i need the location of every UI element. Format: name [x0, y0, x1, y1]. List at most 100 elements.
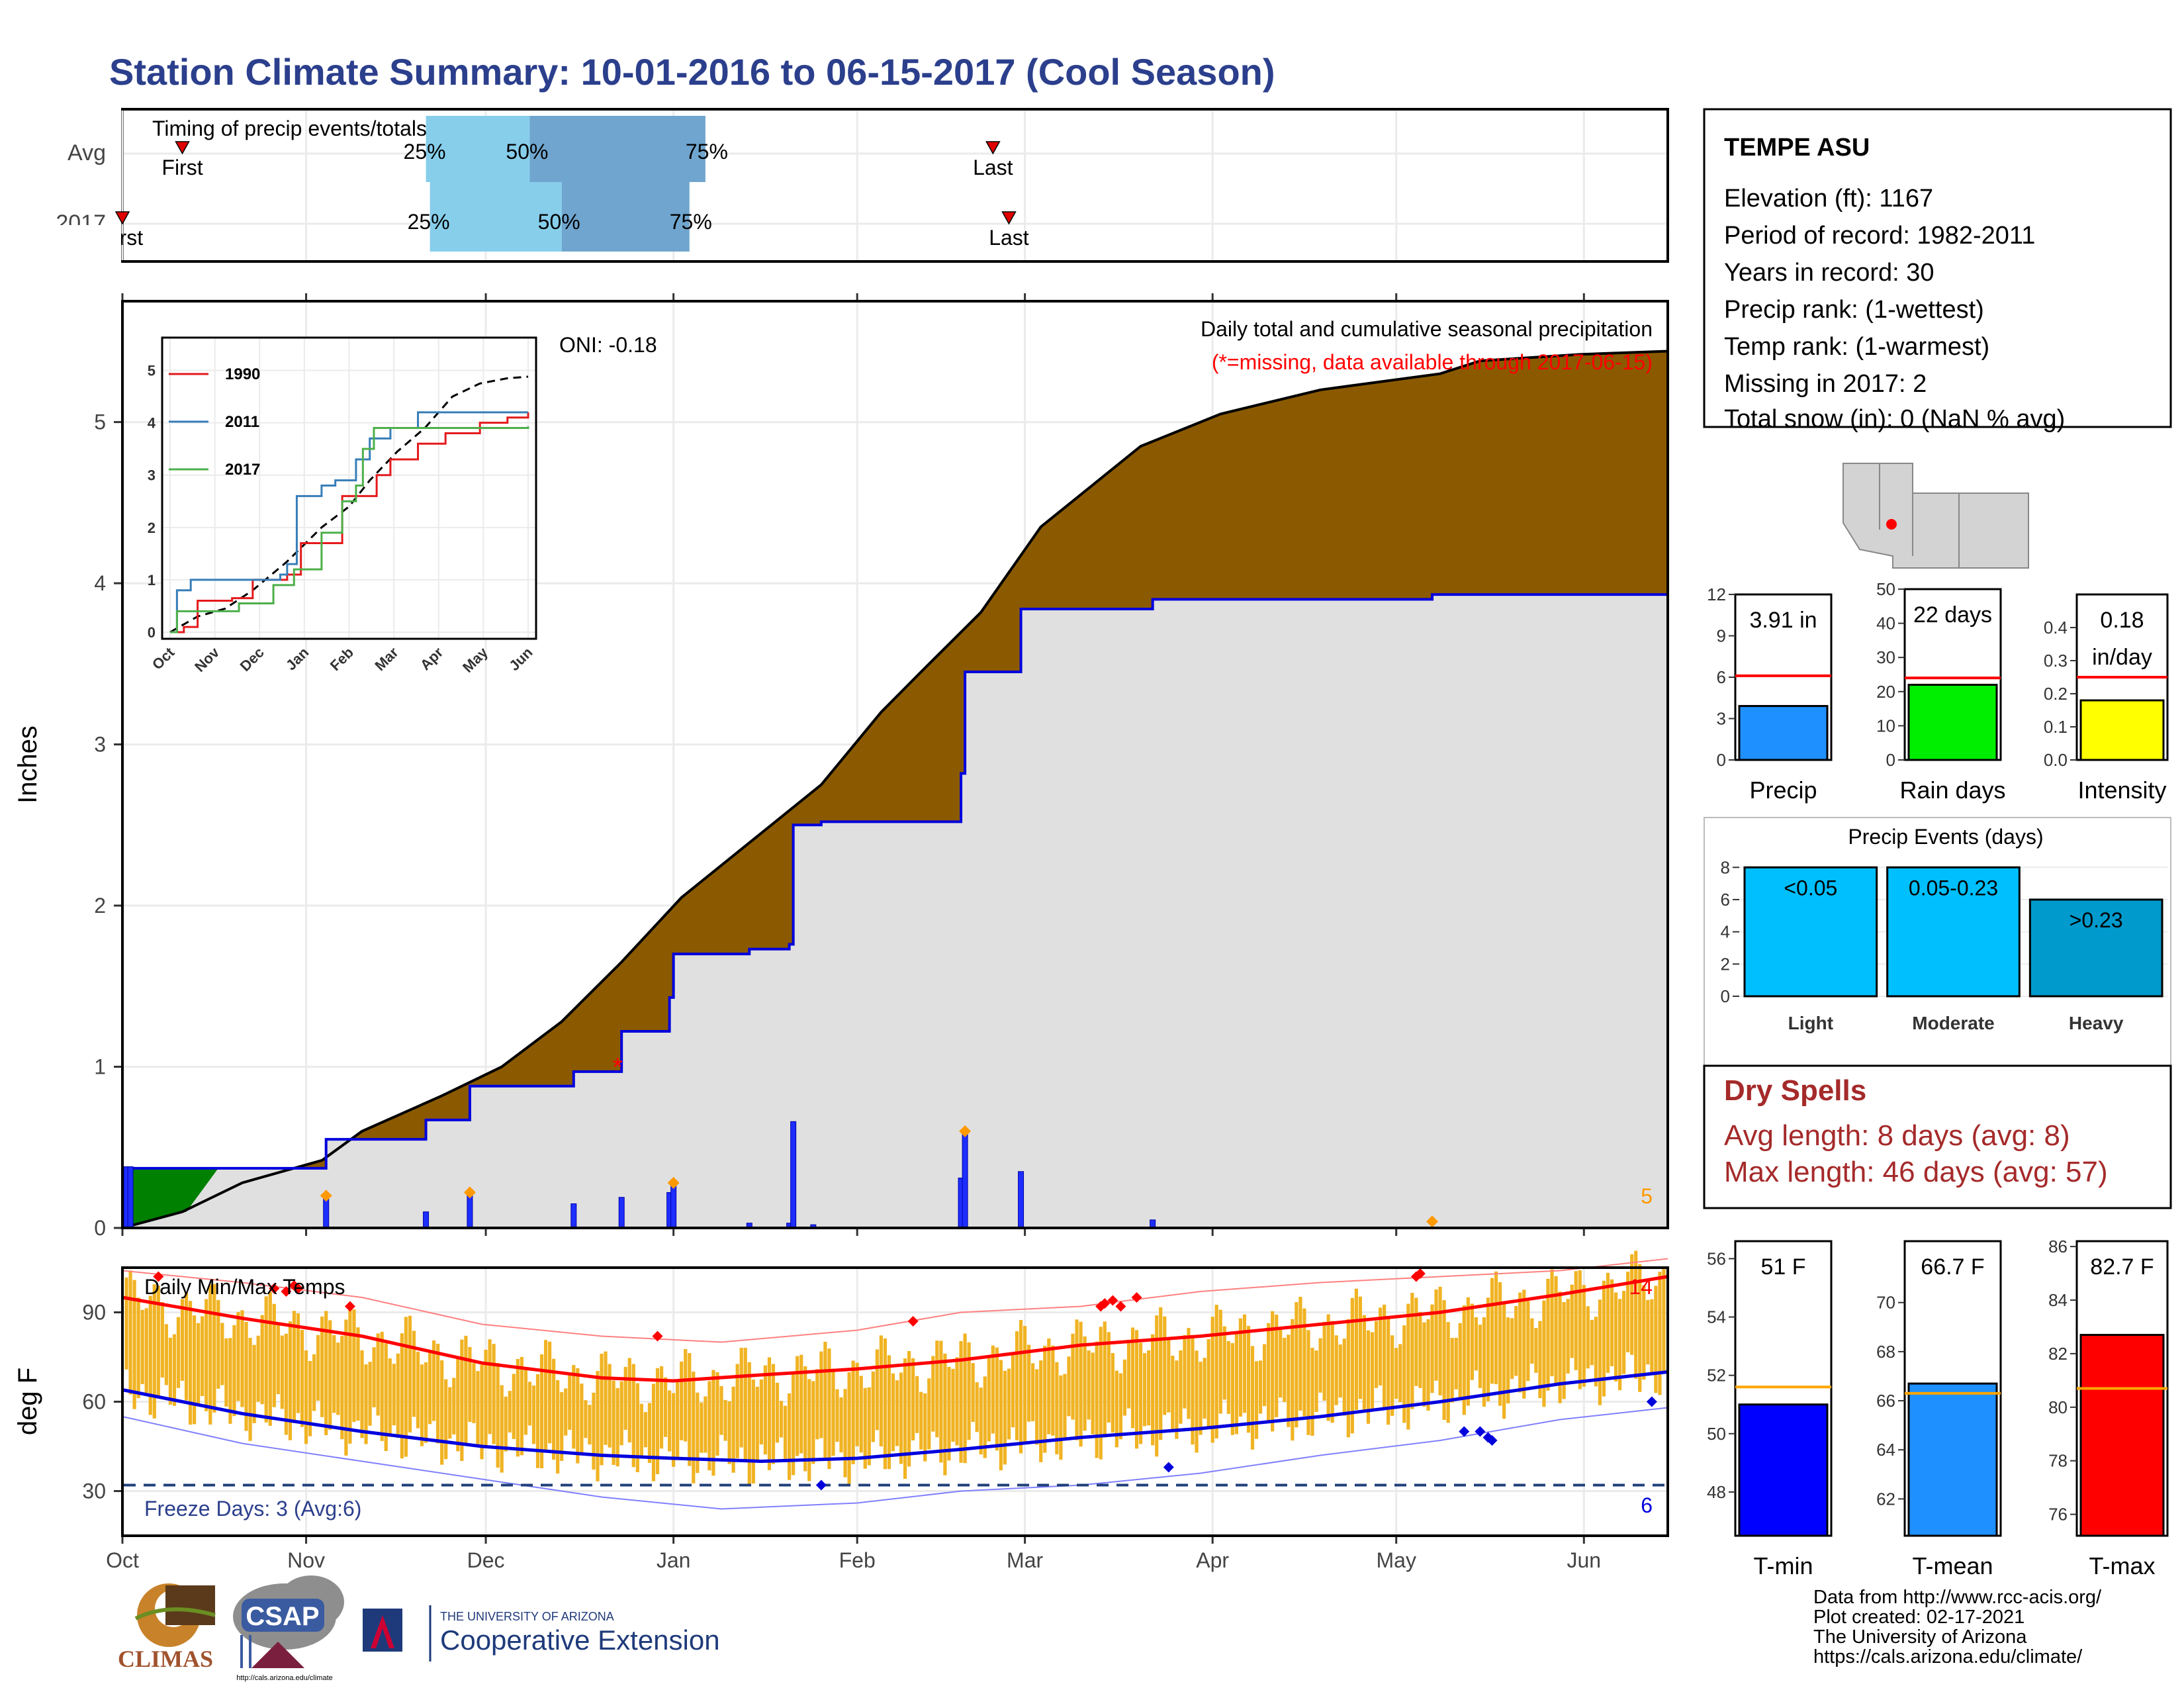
temp-xtick-label: Dec [467, 1548, 505, 1572]
daily-temp-bar [1450, 1338, 1454, 1403]
daily-temp-bar [380, 1331, 384, 1441]
events-bar [2028, 898, 2163, 998]
csap-logo: CSAP http://cals.arizona.edu/climate [233, 1575, 344, 1682]
daily-temp-bar [1306, 1330, 1310, 1435]
daily-temp-bar [1079, 1321, 1083, 1447]
precip-max-marker [959, 1125, 972, 1137]
daily-temp-bar [1558, 1291, 1562, 1403]
daily-temp-bar [348, 1307, 352, 1444]
daily-temp-bar [907, 1351, 911, 1467]
daily-temp-bar [1650, 1299, 1654, 1373]
daily-temp-bar [1642, 1285, 1646, 1380]
daily-temp-bar [1654, 1286, 1658, 1393]
daily-temp-bar [779, 1401, 784, 1438]
daily-temp-bar [336, 1342, 340, 1415]
daily-temp-bar [1159, 1307, 1163, 1440]
daily-temp-bar [863, 1387, 867, 1469]
daily-temp-bar [1434, 1289, 1438, 1381]
precip-summary-ytick-label: 0.4 [2044, 618, 2068, 637]
record-high-marker [907, 1316, 919, 1327]
daily-temp-bar [931, 1356, 935, 1432]
temp-summary-ytick-label: 52 [1707, 1366, 1726, 1385]
daily-temp-bar [883, 1338, 887, 1470]
daily-temp-bar [1318, 1338, 1322, 1393]
temp-ytick-label: 60 [82, 1390, 106, 1414]
daily-temp-bar [132, 1280, 136, 1409]
daily-temp-bar [384, 1343, 388, 1451]
daily-temp-bar [1199, 1362, 1203, 1435]
temp-summary-ytick-label: 54 [1707, 1307, 1726, 1327]
daily-temp-bar [1107, 1332, 1111, 1423]
daily-temp-bar [604, 1351, 608, 1445]
daily-temp-bar [875, 1349, 879, 1430]
temp-xtick-label: Jun [1567, 1548, 1601, 1572]
daily-temp-bar [460, 1339, 464, 1462]
daily-temp-bar [1138, 1342, 1143, 1444]
timing-label-25: 25% [404, 140, 446, 164]
daily-temp-bar [655, 1368, 660, 1474]
precip-max-marker [463, 1186, 476, 1199]
daily-temp-bar [1550, 1269, 1554, 1376]
daily-temp-bar [1275, 1314, 1279, 1417]
daily-temp-bar [788, 1393, 792, 1480]
daily-temp-bar [404, 1317, 408, 1457]
temp-summary-category-label: T-mean [1912, 1552, 1993, 1579]
daily-temp-bar [484, 1349, 488, 1448]
temp-xtick-label: May [1376, 1548, 1416, 1572]
precip-max-marker [1426, 1215, 1439, 1228]
record-low-marker [1163, 1462, 1174, 1473]
daily-temp-bar [492, 1344, 496, 1444]
daily-precip-bar [618, 1197, 625, 1229]
temp-summary-value-label: 82.7 F [2090, 1254, 2154, 1280]
daily-temp-bar [1019, 1320, 1023, 1454]
temp-chart-title: Daily Min/Max Temps [144, 1275, 345, 1299]
precip-summary-category-label: Intensity [2077, 776, 2166, 804]
daily-temp-bar [623, 1366, 627, 1430]
daily-temp-bar [1043, 1346, 1047, 1453]
daily-temp-bar [771, 1364, 776, 1464]
avg-cumulative-line [122, 350, 1668, 1229]
inset-ytick-label: 2 [148, 520, 156, 536]
daily-temp-bar [1254, 1361, 1259, 1439]
temp-summary-bar [1907, 1382, 1998, 1537]
daily-temp-bar [193, 1315, 197, 1425]
ua-name-small: THE UNIVERSITY OF ARIZONA [440, 1610, 614, 1623]
temp-summary-value-label: 66.7 F [1921, 1254, 1984, 1280]
precip-chart-subtitle: (*=missing, data available through 2017-… [1212, 350, 1653, 374]
daily-temp-bar [612, 1380, 615, 1466]
precip-count-label: 5 [1641, 1184, 1653, 1208]
daily-temp-bar [751, 1380, 755, 1484]
precip-summary-bar [1907, 683, 1998, 761]
daily-temp-bar [124, 1277, 128, 1370]
daily-temp-bar [1478, 1325, 1482, 1388]
daily-temp-bar [1179, 1350, 1183, 1424]
daily-temp-bar [987, 1358, 991, 1442]
daily-temp-bar [1594, 1317, 1598, 1387]
daily-temp-bar [1474, 1317, 1478, 1371]
daily-temp-bar [1338, 1344, 1342, 1398]
temp-summary-ytick-label: 62 [1876, 1489, 1895, 1509]
daily-temp-bar [1234, 1332, 1238, 1434]
daily-temp-bar [392, 1364, 396, 1426]
daily-temp-bar [651, 1383, 656, 1481]
daily-temp-bar [895, 1380, 899, 1446]
daily-temp-bar [1039, 1360, 1043, 1462]
events-ytick-label: 8 [1721, 857, 1730, 877]
precip-events-panel: Precip Events (days) 0 2 4 6 8 <0.05 Light 0.05… [1704, 817, 2171, 1066]
timing-label-50: 50% [506, 140, 548, 164]
daily-temp-bar [148, 1295, 152, 1415]
daily-temp-bar [368, 1362, 372, 1426]
daily-temp-bar [700, 1402, 704, 1453]
daily-temp-bar [1510, 1318, 1514, 1380]
daily-temp-bar [136, 1297, 140, 1399]
events-category-label: Heavy [2069, 1013, 2124, 1033]
daily-temp-bar [547, 1341, 552, 1444]
precip-summary-bar [1738, 705, 1829, 761]
record-low-marker [1475, 1426, 1486, 1437]
daily-temp-bar [1370, 1332, 1375, 1412]
precip-summary-value-label: in/day [2092, 645, 2152, 670]
daily-temp-bar [1586, 1306, 1590, 1369]
record-high-marker [1131, 1292, 1142, 1303]
